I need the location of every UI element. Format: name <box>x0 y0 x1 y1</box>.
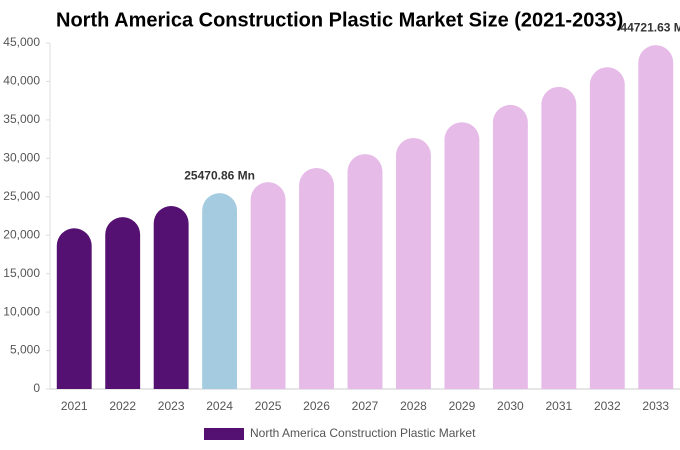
x-tick-label: 2031 <box>545 399 572 413</box>
y-tick-label: 10,000 <box>3 304 40 318</box>
bar <box>492 104 528 390</box>
bar <box>589 67 625 390</box>
x-tick-label: 2033 <box>642 399 669 413</box>
y-tick-label: 25,000 <box>3 189 40 203</box>
x-tick-label: 2028 <box>400 399 427 413</box>
y-tick-label: 30,000 <box>3 151 40 165</box>
y-tick-label: 45,000 <box>3 35 40 49</box>
x-tick-label: 2025 <box>255 399 282 413</box>
legend-label: North America Construction Plastic Marke… <box>250 426 476 440</box>
x-tick-label: 2027 <box>352 399 379 413</box>
bar <box>299 167 334 389</box>
bar <box>638 45 674 389</box>
x-tick-label: 2022 <box>109 399 136 413</box>
x-tick-label: 2029 <box>449 399 476 413</box>
y-tick-label: 5,000 <box>10 343 40 357</box>
data-label: 44721.63 Mn <box>620 20 680 34</box>
x-tick-label: 2032 <box>594 399 621 413</box>
bar <box>105 217 141 389</box>
x-tick-label: 2026 <box>303 399 330 413</box>
data-label: 25470.86 Mn <box>184 168 255 182</box>
y-tick-label: 0 <box>33 381 40 395</box>
bar <box>396 137 431 389</box>
bar <box>153 206 189 389</box>
x-tick-label: 2023 <box>158 399 185 413</box>
chart-title: North America Construction Plastic Marke… <box>56 9 623 31</box>
bar <box>202 193 238 389</box>
x-tick-label: 2024 <box>206 399 233 413</box>
legend-swatch <box>204 428 244 440</box>
y-tick-label: 35,000 <box>3 112 40 126</box>
bar <box>541 86 577 389</box>
y-tick-label: 15,000 <box>3 266 40 280</box>
bar <box>250 182 286 389</box>
bar <box>347 154 383 389</box>
bar <box>444 122 480 389</box>
x-tick-label: 2030 <box>497 399 524 413</box>
y-tick-label: 40,000 <box>3 74 40 88</box>
y-tick-label: 20,000 <box>3 227 40 241</box>
bar <box>56 228 92 389</box>
x-tick-label: 2021 <box>61 399 88 413</box>
